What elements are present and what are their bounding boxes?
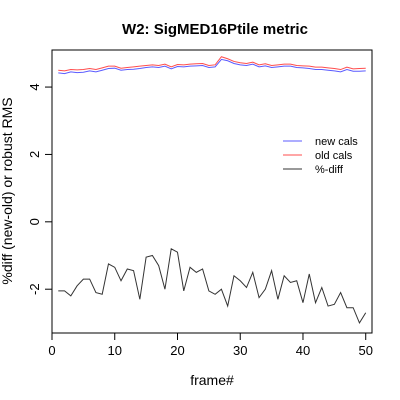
- legend-label: %-diff: [315, 164, 344, 176]
- series-line-1: [58, 56, 366, 72]
- series-line-0: [58, 58, 366, 75]
- y-tick-label: -2: [27, 283, 42, 295]
- x-tick-label: 0: [48, 343, 55, 358]
- y-axis: -2 0 2 4: [27, 83, 52, 295]
- x-tick-label: 30: [233, 343, 247, 358]
- x-tick-label: 10: [108, 343, 122, 358]
- legend: new cals old cals %-diff: [283, 136, 358, 176]
- plot-frame: [51, 49, 373, 334]
- series-line-2: [58, 247, 367, 324]
- x-tick-label: 50: [358, 343, 372, 358]
- x-tick-label: 40: [296, 343, 310, 358]
- x-tick-label: 20: [170, 343, 184, 358]
- x-axis: 0 10 20 30 40 50: [48, 333, 373, 358]
- chart-title: W2: SigMED16Ptile metric: [122, 21, 308, 38]
- series-layer: [58, 56, 367, 324]
- y-tick-label: 4: [27, 83, 42, 90]
- legend-label: old cals: [315, 150, 353, 162]
- legend-label: new cals: [315, 136, 358, 148]
- y-tick-label: 2: [27, 151, 42, 158]
- x-axis-label: frame#: [190, 372, 234, 388]
- y-axis-label: %diff (new-old) or robust RMS: [0, 97, 15, 284]
- y-tick-label: 0: [27, 218, 42, 225]
